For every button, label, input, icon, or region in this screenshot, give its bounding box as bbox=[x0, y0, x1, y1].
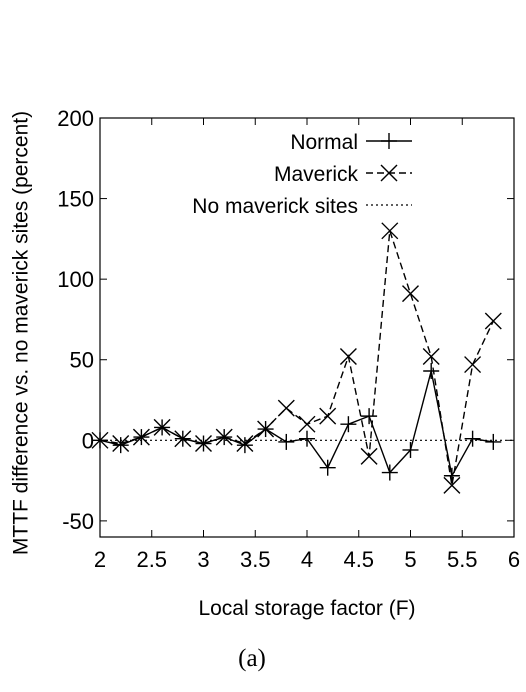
data-point-normal bbox=[381, 464, 398, 481]
x-tick-label: 3 bbox=[197, 547, 209, 572]
legend-marker bbox=[381, 133, 397, 149]
x-tick-label: 5 bbox=[404, 547, 416, 572]
labels-layer: Local storage factor (F) MTTF difference … bbox=[10, 111, 416, 672]
axes-layer: 2 2.5 3 3.5 4 4.5 5 5.5 6 -50 0 50 100 150 200 bbox=[57, 106, 520, 572]
y-tick-label: 150 bbox=[57, 187, 94, 212]
data-point-normal bbox=[216, 429, 233, 446]
x-tick-label: 6 bbox=[508, 547, 520, 572]
data-point-maverick bbox=[319, 407, 337, 425]
data-point-normal bbox=[423, 363, 440, 380]
y-tick-label: 100 bbox=[57, 267, 94, 292]
data-point-normal bbox=[257, 421, 274, 438]
data-point-normal bbox=[195, 435, 212, 452]
data-point-normal bbox=[236, 437, 253, 454]
y-axis-label: MTTF difference vs. no maverick sites (p… bbox=[10, 111, 33, 555]
legend-label: Normal bbox=[290, 131, 358, 154]
data-point-normal bbox=[443, 467, 460, 484]
data-point-maverick bbox=[484, 312, 502, 330]
data-point-maverick bbox=[298, 415, 316, 433]
data-point-normal bbox=[340, 416, 357, 433]
series-line-normal bbox=[99, 370, 494, 478]
y-tick-label: -50 bbox=[62, 509, 94, 534]
y-tick-label: 0 bbox=[82, 428, 94, 453]
data-point-maverick bbox=[402, 285, 419, 303]
x-tick-label: 2.5 bbox=[136, 547, 167, 572]
data-point-normal bbox=[278, 433, 295, 450]
legend: Normal Maverick No maverick sites bbox=[192, 131, 412, 218]
data-point-normal bbox=[402, 441, 419, 458]
data-point-maverick bbox=[381, 222, 399, 240]
x-tick-label: 4.5 bbox=[343, 547, 374, 572]
legend-item-no-maverick-sites: No maverick sites bbox=[192, 195, 412, 218]
x-tick-label: 5.5 bbox=[447, 547, 478, 572]
legend-label: No maverick sites bbox=[192, 195, 358, 218]
data-point-maverick bbox=[443, 476, 461, 494]
x-tick-label: 4 bbox=[301, 547, 313, 572]
data-point-normal bbox=[112, 437, 129, 454]
x-axis-label: Local storage factor (F) bbox=[198, 597, 415, 620]
data-point-normal bbox=[485, 433, 502, 450]
y-tick-label: 200 bbox=[57, 106, 94, 131]
legend-marker bbox=[380, 164, 398, 182]
data-point-normal bbox=[299, 430, 315, 447]
data-point-maverick bbox=[339, 348, 357, 366]
legend-label: Maverick bbox=[274, 163, 359, 186]
data-point-normal bbox=[464, 430, 481, 447]
series-line-maverick bbox=[99, 230, 494, 486]
x-tick-label: 2 bbox=[94, 547, 106, 572]
legend-item-normal: Normal bbox=[290, 131, 412, 154]
data-point-maverick bbox=[360, 447, 378, 465]
data-point-normal bbox=[92, 432, 108, 449]
data-point-normal bbox=[319, 459, 336, 476]
data-point-maverick bbox=[277, 399, 295, 417]
data-point-maverick bbox=[422, 348, 440, 366]
data-point-normal bbox=[133, 429, 150, 446]
data-point-maverick bbox=[464, 356, 482, 374]
data-point-normal bbox=[361, 408, 378, 425]
legend-item-maverick: Maverick bbox=[274, 163, 412, 186]
data-point-normal bbox=[154, 419, 171, 436]
x-tick-label: 3.5 bbox=[240, 547, 271, 572]
series-layer bbox=[91, 222, 514, 494]
figure-caption: (a) bbox=[238, 645, 266, 672]
y-tick-label: 50 bbox=[70, 348, 94, 373]
data-point-normal bbox=[174, 430, 191, 447]
